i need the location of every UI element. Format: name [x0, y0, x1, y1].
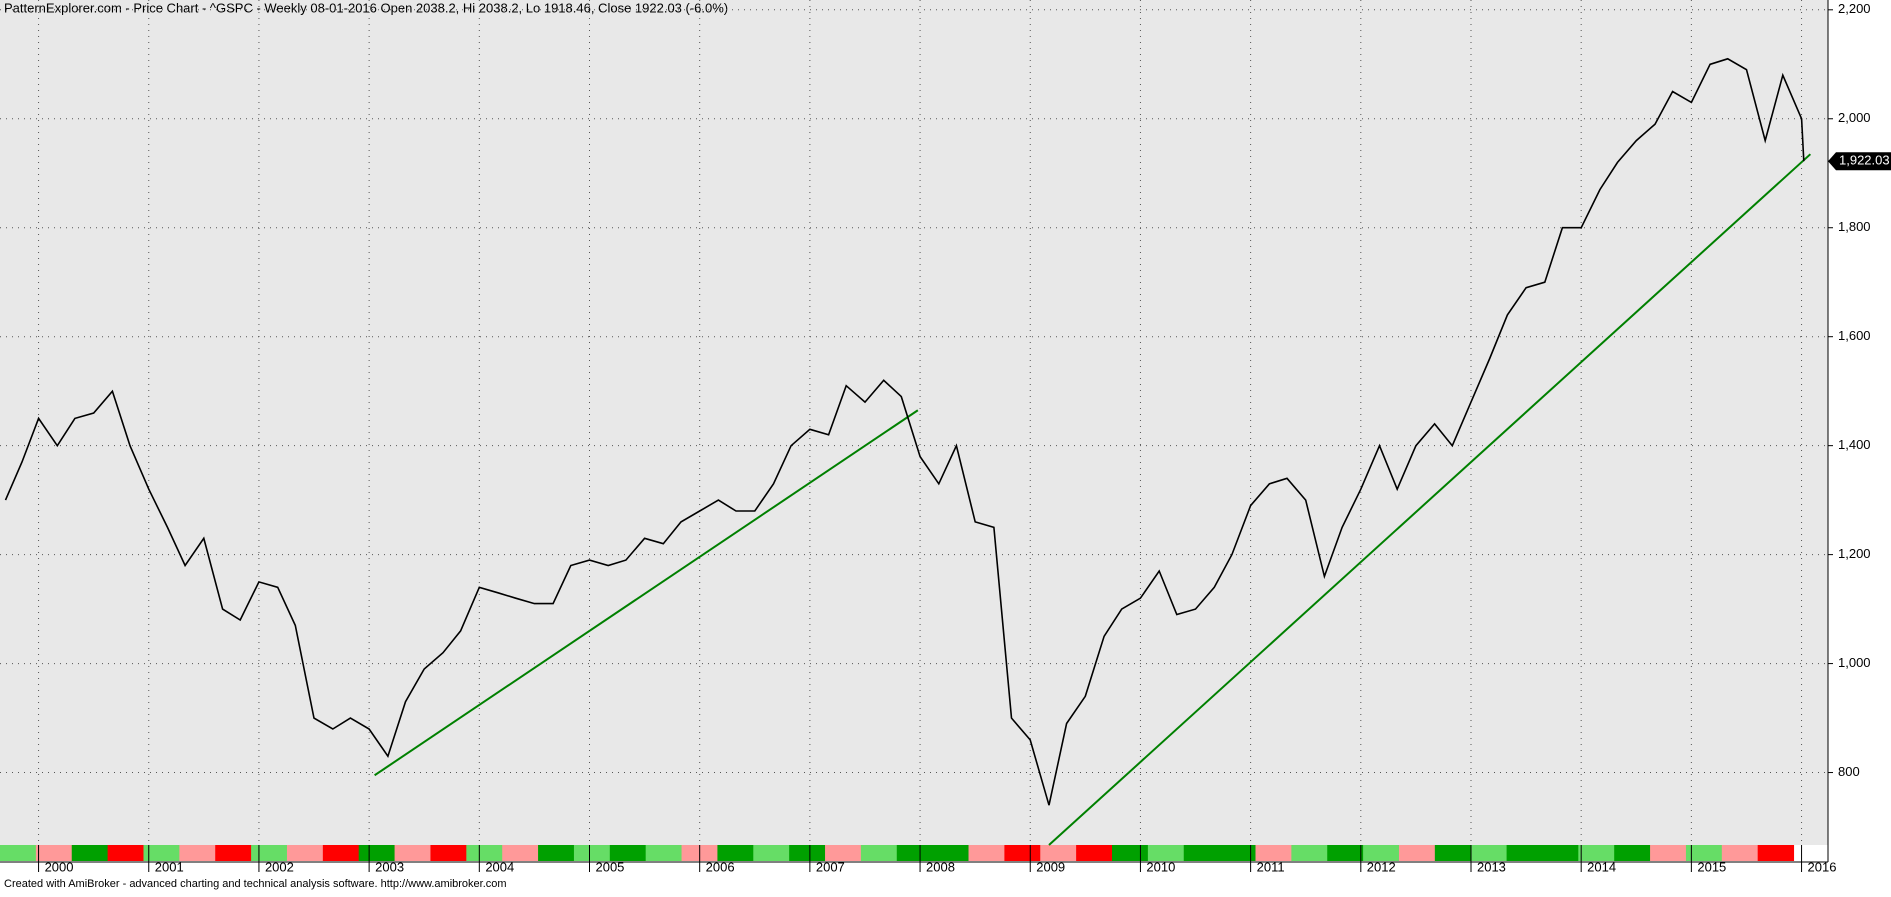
x-tick-label: 2013 — [1477, 859, 1506, 874]
x-tick-label: 2000 — [45, 859, 74, 874]
signal-strip — [573, 845, 611, 861]
signal-strip — [35, 845, 73, 861]
signal-strip — [645, 845, 683, 861]
signal-strip — [1291, 845, 1328, 861]
signal-strip — [1112, 845, 1149, 861]
signal-strip — [1650, 845, 1687, 861]
x-tick-label: 2014 — [1587, 859, 1616, 874]
signal-strip — [538, 845, 575, 861]
x-tick-label: 2002 — [265, 859, 294, 874]
signal-strip — [1219, 845, 1256, 861]
trendline — [374, 409, 919, 777]
signal-strip — [1147, 845, 1185, 861]
signal-strip — [251, 845, 288, 861]
y-tick-label: 1,400 — [1838, 437, 1871, 452]
signal-strip — [322, 845, 360, 861]
signal-strip — [1076, 845, 1113, 861]
x-tick-label: 2016 — [1808, 859, 1837, 874]
signal-strip — [1183, 845, 1221, 861]
signal-strip — [932, 845, 970, 861]
signal-strip — [143, 845, 180, 861]
signal-strip — [71, 845, 109, 861]
y-tick-label: 800 — [1838, 764, 1860, 779]
signal-strip — [1506, 845, 1543, 861]
signal-strip — [394, 845, 431, 861]
x-tick-label: 2012 — [1367, 859, 1396, 874]
signal-strip — [1685, 845, 1723, 861]
signal-strip — [107, 845, 144, 861]
signal-strip — [1757, 845, 1795, 861]
signal-strip — [860, 845, 898, 861]
plot-area — [0, 0, 1828, 845]
signal-strip — [0, 845, 37, 861]
y-tick-label: 1,600 — [1838, 328, 1871, 343]
signal-strip — [1363, 845, 1400, 861]
x-tick-label: 2005 — [595, 859, 624, 874]
signal-strip — [286, 845, 324, 861]
signal-strip — [1398, 845, 1436, 861]
signal-strip — [215, 845, 252, 861]
signal-strip — [466, 845, 503, 861]
signal-strip — [609, 845, 647, 861]
x-tick-label: 2009 — [1036, 859, 1065, 874]
x-tick-label: 2008 — [926, 859, 955, 874]
x-tick-label: 2004 — [485, 859, 514, 874]
signal-strip — [1542, 845, 1579, 861]
x-tick-label: 2003 — [375, 859, 404, 874]
signal-strip — [1004, 845, 1041, 861]
signal-strip — [1578, 845, 1615, 861]
signal-strip — [1434, 845, 1472, 861]
signal-strip — [1327, 845, 1364, 861]
signal-strip — [896, 845, 934, 861]
y-tick-label: 2,200 — [1838, 1, 1871, 16]
signal-strip — [358, 845, 396, 861]
signal-strip — [430, 845, 467, 861]
x-tick-label: 2006 — [706, 859, 735, 874]
signal-strip — [717, 845, 754, 861]
last-close-box — [1828, 152, 1891, 171]
trendline — [1048, 153, 1812, 846]
signal-strip — [1470, 845, 1508, 861]
y-tick-label: 1,000 — [1838, 655, 1871, 670]
y-tick-label: 1,800 — [1838, 219, 1871, 234]
signal-strip — [753, 845, 790, 861]
chart-title: PatternExplorer.com - Price Chart - ^GSP… — [4, 0, 728, 15]
y-tick-label: 2,000 — [1838, 110, 1871, 125]
x-tick-label: 2007 — [816, 859, 845, 874]
signal-strip — [502, 845, 539, 861]
price-line — [4, 57, 1805, 806]
x-tick-label: 2010 — [1146, 859, 1175, 874]
signal-strip — [825, 845, 862, 861]
signal-strip — [1040, 845, 1077, 861]
y-tick-label: 1,200 — [1838, 546, 1871, 561]
signal-strip — [1721, 845, 1759, 861]
signal-strip — [1614, 845, 1651, 861]
x-tick-label: 2015 — [1697, 859, 1726, 874]
x-tick-label: 2001 — [155, 859, 184, 874]
signal-strip — [789, 845, 826, 861]
signal-strip — [1255, 845, 1292, 861]
last-close-label: 1,922.03 — [1839, 153, 1890, 168]
footer: Created with AmiBroker - advanced charti… — [4, 878, 507, 890]
x-tick-label: 2011 — [1257, 859, 1285, 874]
signal-strip — [179, 845, 216, 861]
signal-strip — [968, 845, 1005, 861]
